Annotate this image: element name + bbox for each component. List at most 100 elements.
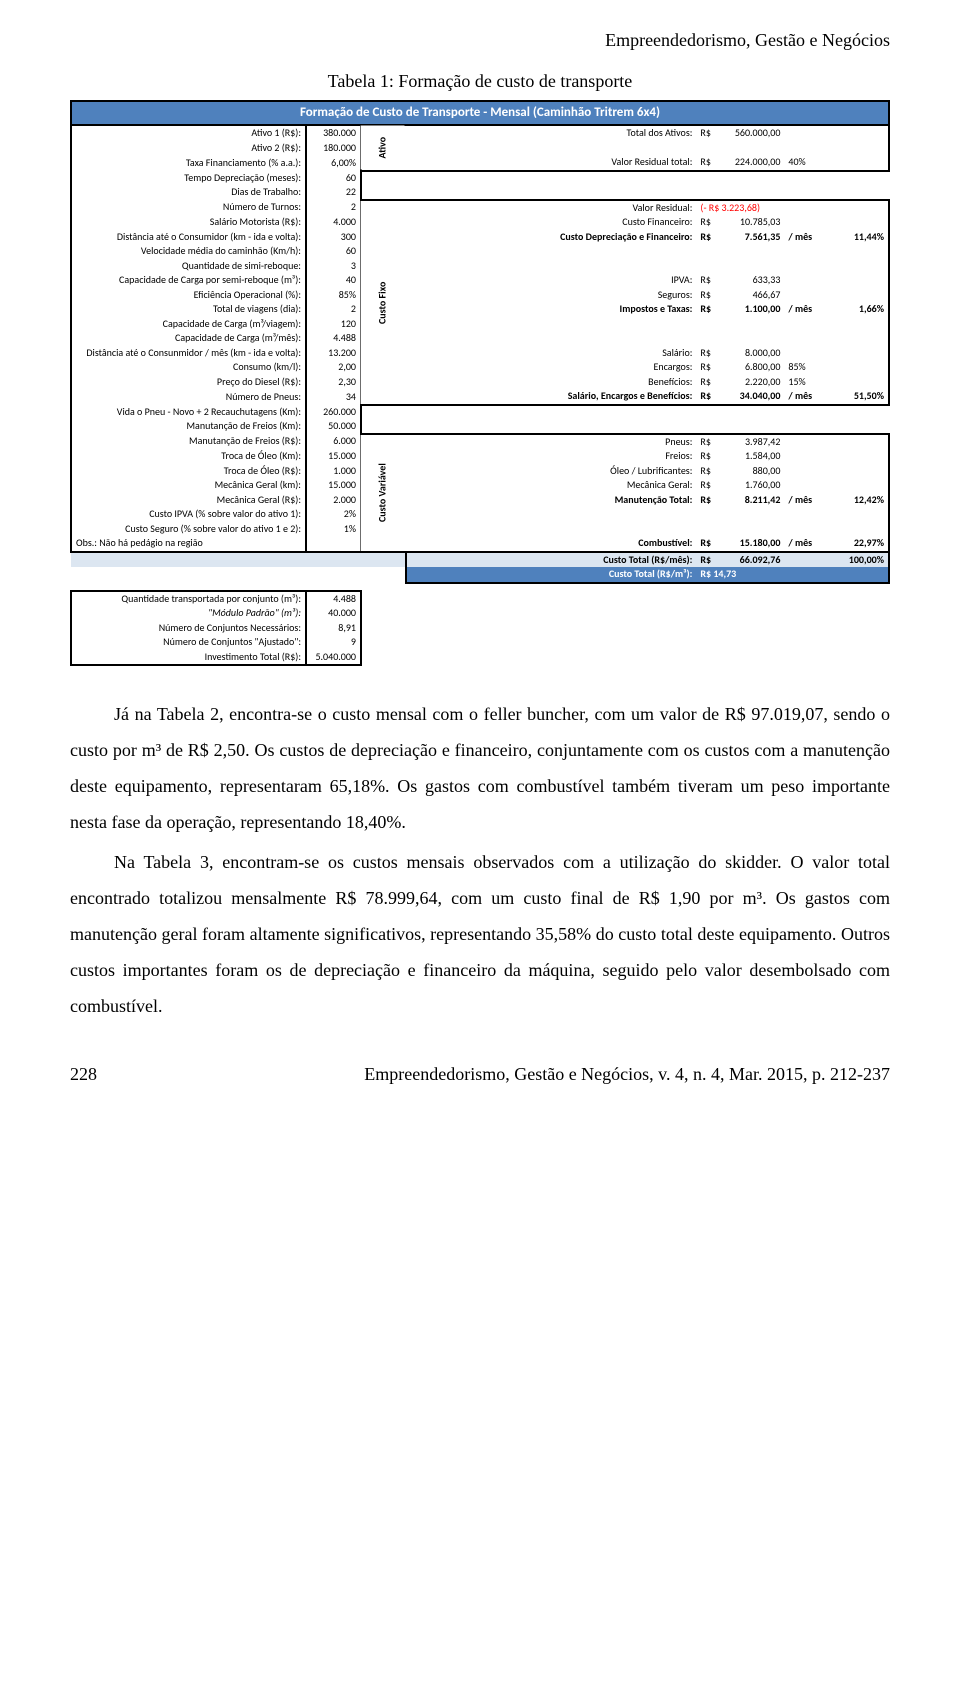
table-title: Formação de Custo de Transporte - Mensal… [71,101,889,125]
r-pn-rs: R$ [696,434,724,450]
r-seb-u: / mês [784,389,822,405]
r-df-v: 7.561,35 [724,230,784,245]
r-imp-rs: R$ [696,302,724,317]
v7: 300 [306,230,361,245]
v24: 15.000 [306,478,361,493]
r-fr-v: 1.584,00 [724,449,784,464]
v1: 180.000 [306,141,361,156]
l10: Capacidade de Carga por semi-reboque (m³… [71,273,306,288]
r-mn-p: 12,42% [839,493,889,508]
r-sal-v: 8.000,00 [724,346,784,361]
r-valres-l: Valor Residual: [406,200,697,216]
l16: Consumo (km/l): [71,360,306,375]
r-ol-rs: R$ [696,464,724,479]
r-valres-tot-v: 224.000,00 [724,155,784,171]
r-df-l: Custo Depreciação e Financeiro: [406,230,697,245]
v16: 2,00 [306,360,361,375]
l20: Manutanção de Freios (Km): [71,419,306,434]
l5: Número de Turnos: [71,200,306,216]
v8: 60 [306,244,361,259]
b0l: Quantidade transportada por conjunto (m³… [71,591,306,607]
r-valres-v: (- R$ 3.223,68) [700,201,760,214]
r-cb-l: Combustível: [406,536,697,552]
r-ben-l: Benefícios: [406,375,697,390]
r-seb-l: Salário, Encargos e Benefícios: [406,389,697,405]
r-tm3-v: R$ 14,73 [696,567,784,583]
page-number: 228 [70,1064,97,1085]
v18: 34 [306,389,361,405]
r-enc-l: Encargos: [406,360,697,375]
r-ol-l: Óleo / Lubrificantes: [406,464,697,479]
r-tm-p: 100,00% [839,552,889,568]
v25: 2.000 [306,493,361,508]
r-ol-v: 880,00 [724,464,784,479]
r-df-u: / mês [784,230,822,245]
l1: Ativo 2 (R$): [71,141,306,156]
l27: Custo Seguro (% sobre valor do ativo 1 e… [71,522,306,537]
v27: 1% [306,522,361,537]
l15: Distância até o Consunmidor / mês (km - … [71,346,306,361]
r-mn-l: Manutenção Total: [406,493,697,508]
l17: Preço do Diesel (R$): [71,375,306,390]
r-fr-rs: R$ [696,449,724,464]
v23: 1.000 [306,464,361,479]
b2v: 8,91 [306,621,361,636]
r-tm-rs: R$ [696,552,724,568]
v2: 6,00% [306,155,361,171]
l26: Custo IPVA (% sobre valor do ativo 1): [71,507,306,522]
l2: Taxa Financiamento (% a.a.): [71,155,306,171]
b2l: Número de Conjuntos Necessários: [71,621,306,636]
l3: Tempo Depreciação (meses): [71,171,306,186]
r-seg-rs: R$ [696,288,724,303]
r-df-rs: R$ [696,230,724,245]
r-seb-rs: R$ [696,389,724,405]
l13: Capacidade de Carga (m³/viagem): [71,317,306,332]
r-mn-rs: R$ [696,493,724,508]
v22: 15.000 [306,449,361,464]
r-ipva-v: 633,33 [724,273,784,288]
b1v: 40.000 [306,606,361,621]
l4: Dias de Trabalho: [71,185,306,200]
r-enc-p: 85% [784,360,822,375]
l21: Manutanção de Freios (R$): [71,434,306,450]
v4: 22 [306,185,361,200]
r-enc-rs: R$ [696,360,724,375]
l22: Troca de Óleo (Km): [71,449,306,464]
v10: 40 [306,273,361,288]
r-df-p: 11,44% [839,230,889,245]
paragraph-1: Já na Tabela 2, encontra-se o custo mens… [70,696,890,840]
l11: Eficiência Operacional (%): [71,288,306,303]
paragraph-2: Na Tabela 3, encontram-se os custos mens… [70,844,890,1024]
v13: 120 [306,317,361,332]
v5: 2 [306,200,361,216]
b3v: 9 [306,635,361,650]
r-imp-l: Impostos e Taxas: [406,302,697,317]
l25: Mecânica Geral (R$): [71,493,306,508]
r-imp-p: 1,66% [839,302,889,317]
r-valres-tot-p: 40% [784,155,822,171]
l24: Mecânica Geral (km): [71,478,306,493]
v3: 60 [306,171,361,186]
b3l: Número de Conjuntos "Ajustado": [71,635,306,650]
r-sal-rs: R$ [696,346,724,361]
r-tot-ativos-v: 560.000,00 [724,125,784,141]
r-cb-rs: R$ [696,536,724,552]
r-mg-l: Mecânica Geral: [406,478,697,493]
journal-header: Empreendedorismo, Gestão e Negócios [70,30,890,51]
r-seg-l: Seguros: [406,288,697,303]
r-cb-v: 15.180,00 [724,536,784,552]
r-cb-p: 22,97% [839,536,889,552]
b0v: 4.488 [306,591,361,607]
page-footer: 228 Empreendedorismo, Gestão e Negócios,… [70,1064,890,1085]
l14: Capacidade de Carga (m³/mês): [71,331,306,346]
v9: 3 [306,259,361,274]
v11: 85% [306,288,361,303]
r-tm3-l: Custo Total (R$/m³): [406,567,697,583]
r-seg-v: 466,67 [724,288,784,303]
r-ipva-rs: R$ [696,273,724,288]
footer-citation: Empreendedorismo, Gestão e Negócios, v. … [364,1064,890,1085]
r-seb-p: 51,50% [839,389,889,405]
v20: 50.000 [306,419,361,434]
v21: 6.000 [306,434,361,450]
l0: Ativo 1 (R$): [71,125,306,141]
